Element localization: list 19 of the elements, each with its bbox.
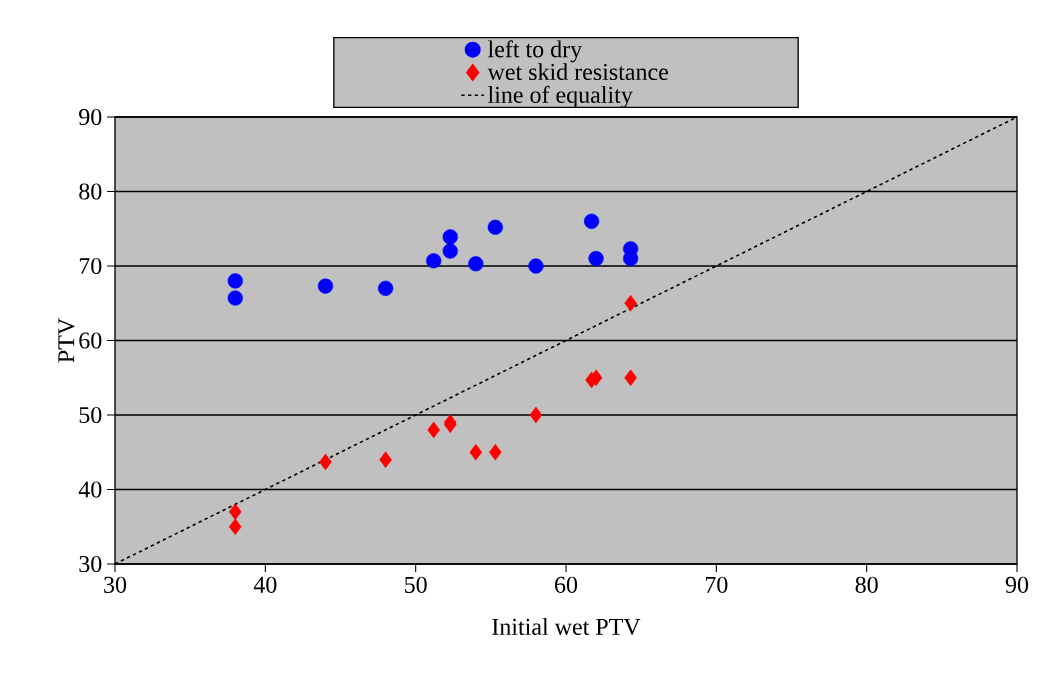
y-tick-label: 90	[79, 108, 102, 126]
y-axis-title: PTV	[58, 318, 75, 363]
x-tick-label: 60	[555, 576, 578, 593]
y-tick-label: 80	[79, 183, 102, 200]
legend-label: wet skid resistance	[487, 63, 668, 81]
y-tick-label: 30	[79, 555, 102, 573]
legend-label: left to dry	[488, 40, 583, 63]
y-tick-label: 40	[78, 481, 102, 498]
y-tick-label: 70	[79, 257, 102, 275]
x-tick-label: 90	[1005, 576, 1029, 593]
x-tick-label: 30	[104, 576, 127, 593]
legend-label: line of equality	[488, 85, 633, 108]
x-tick-label: 40	[253, 576, 277, 593]
y-tick-label: 50	[79, 406, 102, 424]
x-tick-label: 80	[855, 576, 878, 593]
x-axis-title: Initial wet PTV	[492, 618, 641, 636]
x-tick-label: 50	[405, 576, 427, 593]
y-tick-label: 60	[79, 332, 102, 349]
x-tick-label: 70	[705, 576, 728, 593]
